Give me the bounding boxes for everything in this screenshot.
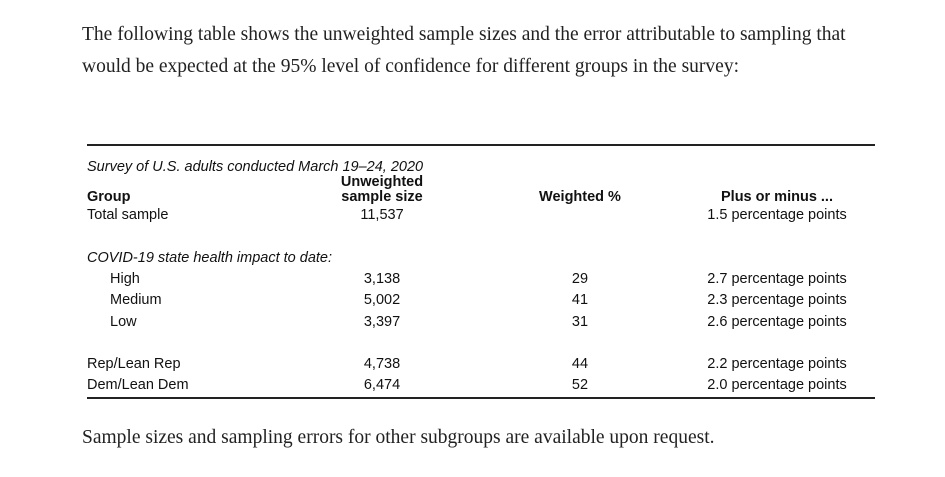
margin-error: 2.6 percentage points [707,313,847,330]
weighted-pct: 31 [571,313,589,330]
intro: The following table shows the unweighted… [82,24,846,77]
sample-size: 4,738 [363,356,401,373]
header-size: sample size [341,189,423,205]
margin-error: 2.3 percentage points [707,292,847,309]
margin-error: 1.5 percentage points [707,207,847,223]
section-label: COVID-19 state health impact to date: [87,249,333,266]
sample-size: 3,397 [363,313,401,330]
top-rule [87,144,875,146]
row-label: Total sample [87,207,169,223]
header-error: Plus or minus ... [721,189,833,205]
header-weighted: Weighted % [539,189,621,205]
margin-error: 2.2 percentage points [707,356,847,373]
row-label: Medium [110,292,162,309]
margin-error: 2.0 percentage points [707,377,847,394]
closing: Sample sizes and sampling errors for oth… [82,427,715,448]
sample-size: 11,537 [360,207,404,223]
bottom-rule [87,397,875,399]
sample-size: 6,474 [363,377,401,394]
weighted-pct: 29 [571,270,589,287]
caption: Survey of U.S. adults conducted March 19… [87,159,424,175]
weighted-pct: 44 [571,356,589,373]
header-size: Unweighted [340,174,424,190]
row-label: High [110,270,140,287]
row-label: Low [110,313,137,330]
margin-error: 2.7 percentage points [707,270,847,287]
sample-size: 3,138 [363,270,401,287]
weighted-pct: 41 [571,292,589,309]
header-group: Group [87,189,131,205]
row-label: Rep/Lean Rep [87,356,181,373]
weighted-pct: 52 [571,377,589,394]
row-label: Dem/Lean Dem [87,377,189,394]
sample-size: 5,002 [363,292,401,309]
